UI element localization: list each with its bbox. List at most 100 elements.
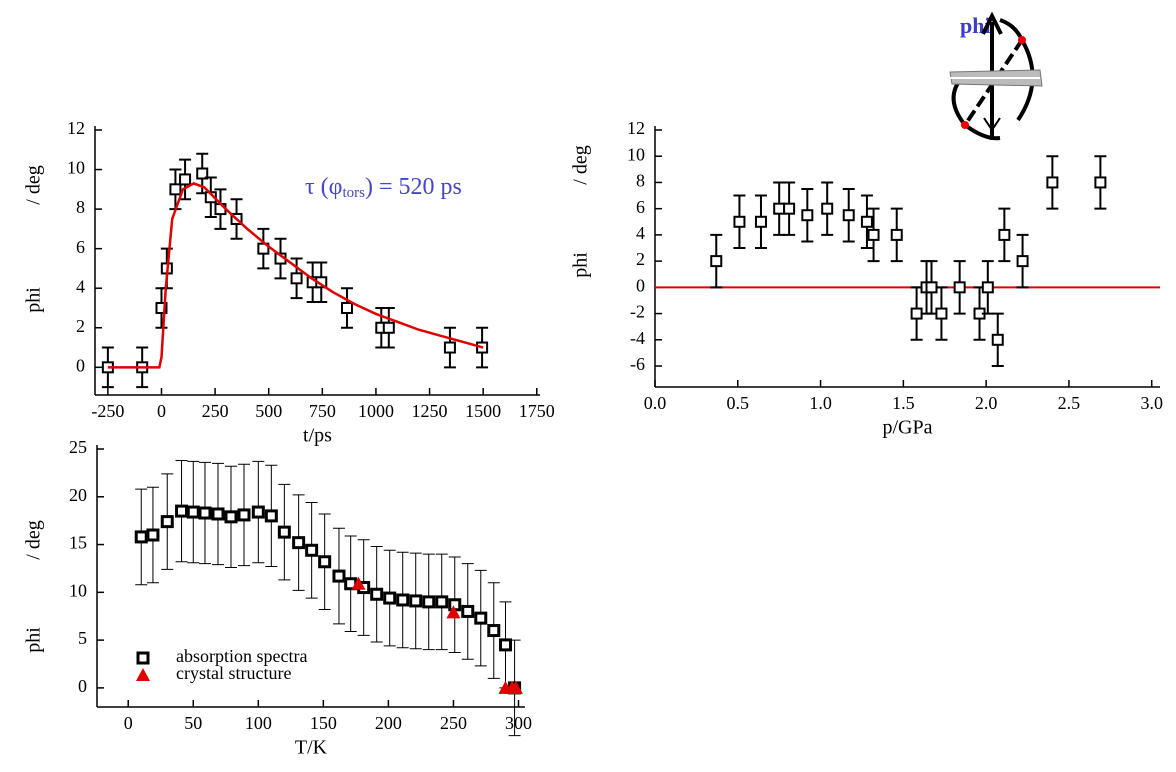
marker-square (925, 281, 938, 294)
marker-square (305, 543, 319, 557)
marker-square (821, 202, 834, 215)
y-axis-unit: / deg (23, 165, 45, 204)
marker-square (290, 272, 303, 285)
x-axis-label: p/GPa (883, 417, 933, 439)
x-tick-label: 1750 (519, 401, 555, 421)
annotation: τ (φtors) = 520 ps (305, 174, 462, 202)
marker-square (842, 209, 855, 222)
marker-square (134, 530, 148, 544)
y-tick-label: 8 (636, 171, 645, 191)
marker-square (1016, 255, 1029, 268)
y-axis-label: phi (570, 252, 592, 278)
y-axis-label: phi (23, 287, 45, 313)
marker-square (198, 506, 212, 520)
marker-square (1094, 176, 1107, 189)
y-tick-label: 10 (627, 144, 645, 164)
x-axis-label: T/K (295, 737, 328, 759)
marker-square (237, 508, 251, 522)
y-tick-label: 6 (76, 237, 85, 257)
x-tick-label: 0 (157, 401, 166, 421)
marker-square (155, 301, 168, 314)
marker-square (370, 587, 384, 601)
marker-square (867, 228, 880, 241)
marker-square (264, 509, 278, 523)
marker-square (474, 611, 488, 625)
y-axis-label: phi (23, 627, 45, 653)
marker-square (186, 505, 200, 519)
marker-triangle (446, 605, 461, 619)
marker-square (196, 167, 209, 180)
y-tick-label: 0 (78, 676, 87, 696)
x-tick-label: 1.0 (809, 393, 832, 413)
arc (999, 18, 1024, 41)
marker-square (953, 281, 966, 294)
marker-square (179, 173, 192, 186)
marker-square (773, 202, 786, 215)
x-tick-label: 0.0 (644, 393, 667, 413)
x-tick-label: 50 (184, 713, 202, 733)
inset-diagram: phi (949, 11, 1043, 141)
marker-square (991, 333, 1004, 346)
y-tick-label: 10 (69, 580, 87, 600)
marker-square (461, 604, 475, 618)
x-tick-label: 2.0 (975, 393, 998, 413)
x-tick-label: 2.5 (1058, 393, 1081, 413)
x-tick-label: 750 (309, 401, 336, 421)
marker-square (318, 555, 332, 569)
x-tick-label: 300 (505, 713, 532, 733)
marker-square (935, 307, 948, 320)
y-tick-label: 0 (636, 275, 645, 295)
y-axis-unit: / deg (23, 520, 45, 559)
marker-square (733, 215, 746, 228)
x-tick-label: 3.0 (1140, 393, 1163, 413)
x-tick-label: 250 (440, 713, 467, 733)
marker-square (340, 301, 353, 314)
marker-square (910, 307, 923, 320)
y-tick-label: 10 (67, 158, 85, 178)
x-tick-label: 500 (255, 401, 282, 421)
y-tick-label: 2 (636, 249, 645, 269)
x-tick-label: 150 (310, 713, 337, 733)
legend-marker (136, 651, 150, 665)
x-tick-label: 250 (202, 401, 229, 421)
marker-square (175, 504, 189, 518)
marker-square (146, 528, 160, 542)
x-tick-label: 1000 (358, 401, 394, 421)
marker-triangle (508, 680, 523, 694)
marker-square (783, 202, 796, 215)
marker-square (383, 591, 397, 605)
atom (961, 121, 969, 129)
y-tick-label: 6 (636, 197, 645, 217)
y-tick-label: -2 (630, 302, 645, 322)
marker-square (277, 525, 291, 539)
fit-line (107, 182, 484, 369)
atom (1018, 36, 1026, 44)
y-tick-label: -6 (630, 354, 645, 374)
arc (963, 123, 1001, 141)
y-tick-label: 12 (67, 118, 85, 138)
annotation-text: τ (φ (305, 174, 343, 200)
x-tick-label: 100 (245, 713, 272, 733)
marker-square (890, 228, 903, 241)
marker-square (251, 505, 265, 519)
marker-square (487, 624, 501, 638)
marker-square (754, 215, 767, 228)
x-tick-label: 0.5 (727, 393, 750, 413)
marker-square (224, 510, 238, 524)
x-tick-label: 1500 (465, 401, 501, 421)
marker-square (422, 595, 436, 609)
y-tick-label: 8 (76, 197, 85, 217)
marker-square (860, 215, 873, 228)
annotation-subscript: tors (343, 185, 366, 201)
x-tick-label: -250 (91, 401, 124, 421)
y-tick-label: -4 (630, 328, 645, 348)
x-tick-label: 1.5 (892, 393, 915, 413)
x-tick-label: 200 (375, 713, 402, 733)
y-tick-label: 4 (76, 276, 85, 296)
legend-marker (136, 668, 150, 681)
marker-square (998, 228, 1011, 241)
marker-square (160, 515, 174, 529)
marker-triangle (351, 576, 366, 590)
y-tick-label: 15 (69, 533, 87, 553)
